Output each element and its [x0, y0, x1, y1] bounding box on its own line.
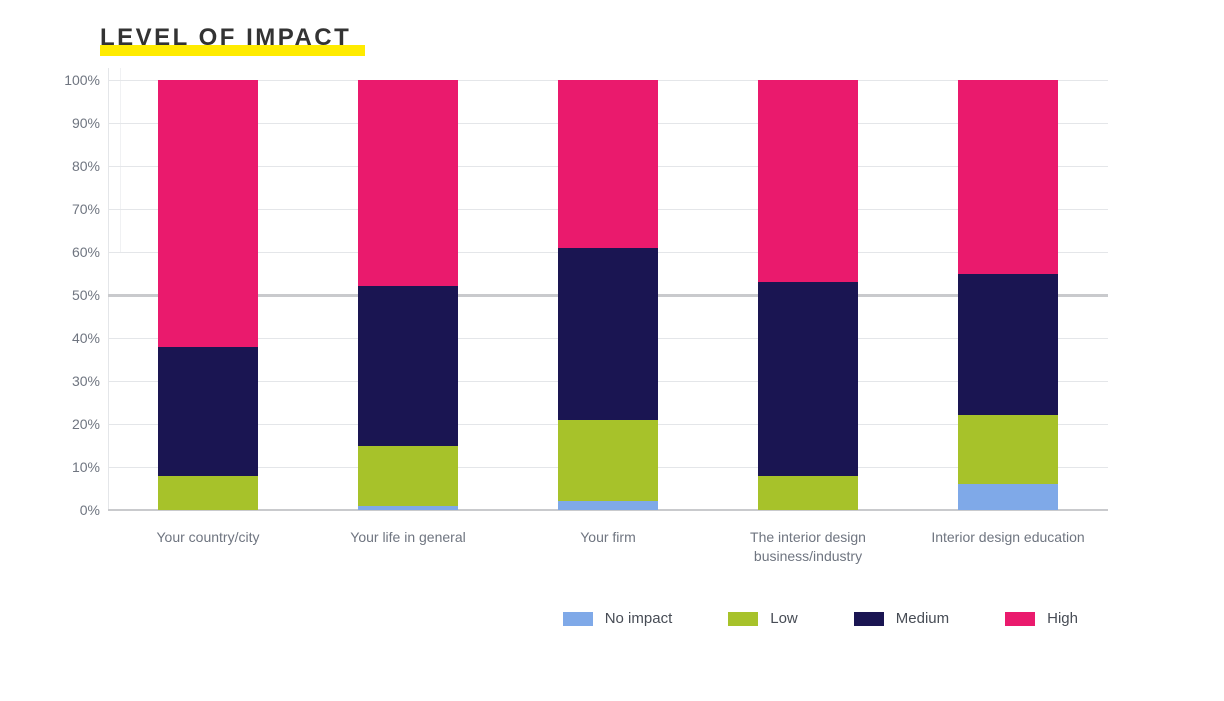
legend-swatch [854, 612, 884, 626]
chart-title: LEVEL OF IMPACT [100, 24, 351, 52]
legend: No impact Low Medium High [108, 610, 1108, 627]
bar-segment-high [558, 80, 658, 248]
bar-segment-medium [158, 347, 258, 476]
y-tick-label: 10% [50, 459, 100, 475]
legend-label: Low [770, 610, 798, 627]
y-tick-label: 30% [50, 373, 100, 389]
bar-segment-no_impact [558, 501, 658, 510]
bar [358, 80, 458, 510]
bar-segment-no_impact [358, 506, 458, 510]
bar-segment-low [558, 420, 658, 502]
bar-slot [708, 80, 908, 510]
bar-slot [508, 80, 708, 510]
bar-segment-no_impact [958, 484, 1058, 510]
y-tick-label: 80% [50, 158, 100, 174]
y-tick-label: 60% [50, 244, 100, 260]
legend-item-medium: Medium [854, 610, 949, 627]
legend-swatch [728, 612, 758, 626]
x-tick-label: Your country/city [108, 528, 308, 566]
bar-segment-low [958, 415, 1058, 484]
bar [958, 80, 1058, 510]
legend-item-high: High [1005, 610, 1078, 627]
x-tick-label: Your life in general [308, 528, 508, 566]
y-tick-label: 50% [50, 287, 100, 303]
bar-segment-medium [958, 274, 1058, 416]
bar-segment-high [958, 80, 1058, 274]
bar-segment-medium [758, 282, 858, 476]
y-axis-labels: 0%10%20%30%40%50%60%70%80%90%100% [50, 80, 100, 510]
x-tick-label: Interior design education [908, 528, 1108, 566]
bar-segment-low [158, 476, 258, 510]
bars-container [108, 80, 1108, 510]
bar-segment-low [358, 446, 458, 506]
bar-segment-medium [558, 248, 658, 420]
page: LEVEL OF IMPACT 0%10%20%30%40%50%60%70%8… [0, 0, 1224, 701]
chart-area: 0%10%20%30%40%50%60%70%80%90%100% Your c… [108, 80, 1108, 510]
bar-slot [308, 80, 508, 510]
x-axis-labels: Your country/cityYour life in generalYou… [108, 528, 1108, 566]
legend-label: High [1047, 610, 1078, 627]
y-tick-label: 100% [50, 72, 100, 88]
bar [758, 80, 858, 510]
bar [558, 80, 658, 510]
legend-label: Medium [896, 610, 949, 627]
x-tick-label: Your firm [508, 528, 708, 566]
chart-title-wrap: LEVEL OF IMPACT [100, 24, 351, 52]
bar-segment-high [158, 80, 258, 347]
y-tick-label: 70% [50, 201, 100, 217]
bar [158, 80, 258, 510]
y-tick-label: 0% [50, 502, 100, 518]
y-tick-label: 90% [50, 115, 100, 131]
legend-swatch [563, 612, 593, 626]
legend-label: No impact [605, 610, 673, 627]
bar-slot [908, 80, 1108, 510]
x-tick-label: The interior design business/industry [708, 528, 908, 566]
legend-item-no_impact: No impact [563, 610, 673, 627]
legend-item-low: Low [728, 610, 798, 627]
bar-segment-medium [358, 286, 458, 445]
y-tick-label: 40% [50, 330, 100, 346]
legend-swatch [1005, 612, 1035, 626]
bar-segment-high [758, 80, 858, 282]
bar-slot [108, 80, 308, 510]
bar-segment-high [358, 80, 458, 286]
y-tick-label: 20% [50, 416, 100, 432]
bar-segment-low [758, 476, 858, 510]
